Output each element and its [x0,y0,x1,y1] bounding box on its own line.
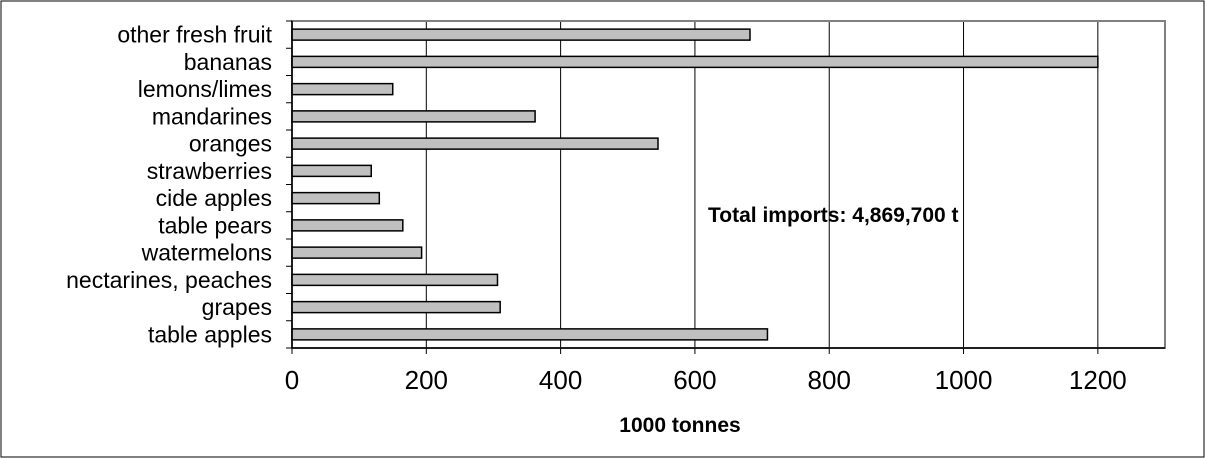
x-tick-label-400: 400 [539,365,582,395]
category-label-table-pears: table pears [158,212,272,238]
bar-watermelons [291,246,423,259]
bar-oranges [291,137,659,150]
category-label-other-fresh-fruit: other fresh fruit [117,22,272,48]
x-tick-label-1200: 1200 [1069,365,1127,395]
bar-mandarines [291,110,536,123]
category-label-oranges: oranges [189,131,272,157]
category-label-nectarines-peaches: nectarines, peaches [66,267,272,293]
x-axis-title: 1000 tonnes [619,414,740,437]
bar-bananas [291,55,1099,69]
x-tick-label-1000: 1000 [935,365,993,395]
x-tick-label-800: 800 [808,365,851,395]
bar-grapes [291,300,501,314]
category-label-mandarines: mandarines [152,103,272,129]
x-tick-labels: 0 200 400 600 800 1000 1200 [285,365,1127,395]
bar-strawberries [291,164,372,178]
x-tick-label-600: 600 [673,365,716,395]
bar-nectarines-peaches [291,273,499,287]
bar-cide-apples [291,191,381,205]
category-label-watermelons: watermelons [141,240,272,266]
category-label-lemons-limes: lemons/limes [138,76,272,102]
category-label-strawberries: strawberries [147,158,272,184]
bar-other-fresh-fruit [291,28,751,41]
category-label-table-apples: table apples [148,321,272,347]
category-label-grapes: grapes [202,294,272,320]
x-tick-label-0: 0 [285,365,299,395]
grid-lines [425,21,1099,348]
bar-table-pears [291,219,404,232]
total-imports-annotation: Total imports: 4,869,700 t [708,204,959,227]
bar-lemons-limes [291,82,394,96]
x-tick-label-200: 200 [405,365,448,395]
category-label-cide-apples: cide apples [156,185,272,211]
bar-table-apples [291,328,769,341]
axes [286,20,1165,354]
category-label-bananas: bananas [184,49,272,75]
